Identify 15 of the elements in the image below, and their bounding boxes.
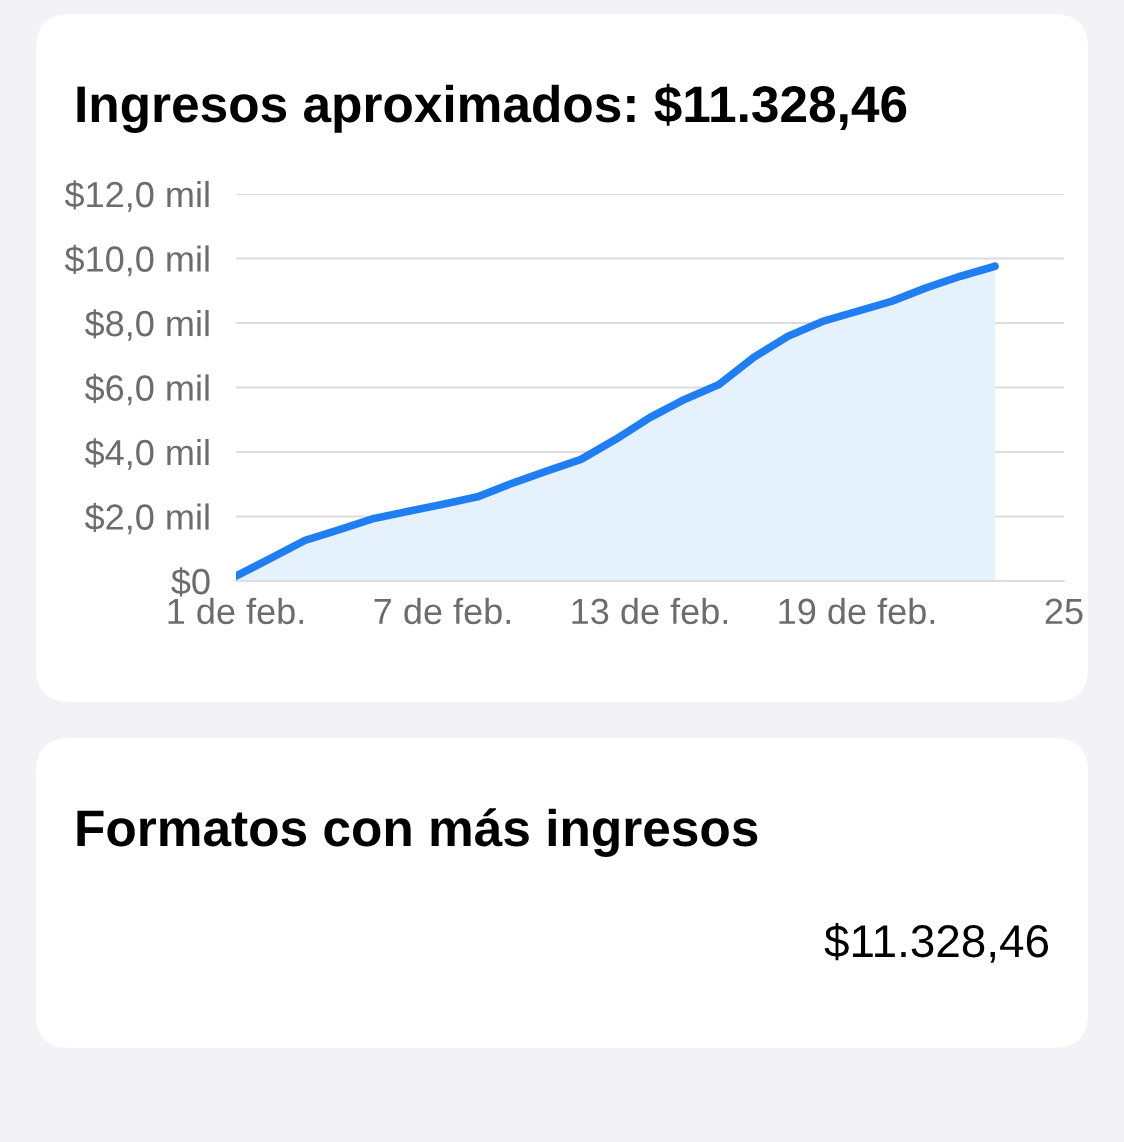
y-tick-label: $0 — [171, 567, 210, 597]
y-tick-label: $8,0 mil — [84, 309, 209, 341]
x-tick-label: 7 de feb. — [374, 597, 510, 625]
x-tick-label: 25 — [1045, 598, 1083, 625]
x-tick-label: 13 de feb. — [572, 597, 728, 625]
text: $11.328,46 — [824, 923, 1049, 963]
y-tick-label: $10,0 mil — [64, 244, 209, 277]
chart-title: Ingresos aproximados: $11.328,46 — [77, 83, 907, 133]
y-tick-label: $2,0 mil — [84, 502, 209, 535]
x-tick-label: 19 de feb. — [779, 597, 935, 625]
text: Formatos con más ingresos — [77, 808, 758, 857]
y-tick-label: $12,0 mil — [64, 180, 209, 212]
y-tick-label: $6,0 mil — [84, 373, 209, 406]
y-tick-label: $4,0 mil — [84, 438, 209, 470]
x-tick-label: 1 de feb. — [168, 597, 303, 625]
